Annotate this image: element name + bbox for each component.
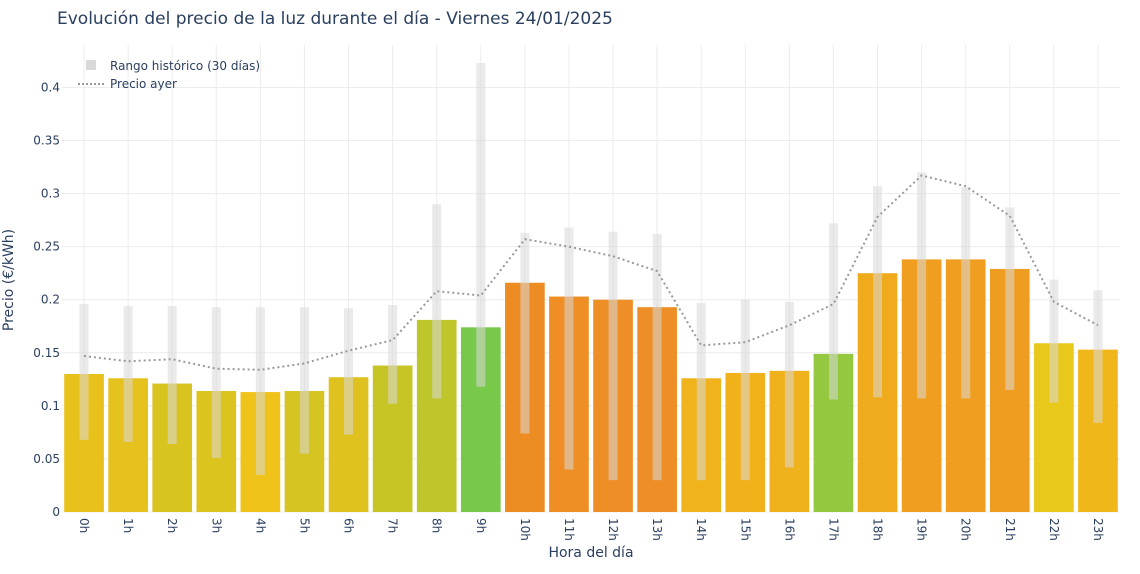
x-axis-ticks: 0h 1h 2h 3h 4h 5h 6h 7h 8h 9h 10h 11h 12h 13h 14h 15h 16… — [77, 518, 1105, 541]
x-tick-label: 8h — [430, 518, 444, 533]
historic-range-bar — [167, 306, 177, 445]
historic-range-bar — [123, 306, 133, 442]
x-tick-label: 14h — [694, 518, 708, 541]
yesterday-price-polyline — [83, 174, 1099, 371]
x-tick-label: 23h — [1091, 518, 1105, 541]
historic-range-bar — [961, 187, 971, 399]
historic-range-bar — [476, 63, 486, 387]
x-tick-label: 19h — [915, 518, 929, 541]
historic-range-bar — [784, 301, 794, 468]
historic-range-bar — [299, 307, 309, 454]
y-tick-label: 0.35 — [33, 134, 60, 148]
historic-range-bar — [696, 302, 706, 481]
y-tick-label: 0.25 — [33, 240, 60, 254]
x-tick-label: 10h — [518, 518, 532, 541]
y-tick-label: 0.05 — [33, 452, 60, 466]
y-tick-label: 0.3 — [41, 187, 60, 201]
bars — [64, 259, 1118, 512]
y-tick-label: 0.4 — [41, 80, 60, 94]
x-tick-label: 15h — [738, 518, 752, 541]
legend-range-swatch — [86, 60, 96, 70]
x-tick-label: 20h — [959, 518, 973, 541]
x-tick-label: 1h — [121, 518, 135, 533]
legend: Rango histórico (30 días) Precio ayer — [78, 59, 260, 91]
legend-line-label: Precio ayer — [110, 77, 177, 91]
x-tick-label: 5h — [297, 518, 311, 533]
x-tick-label: 18h — [871, 518, 885, 541]
chart-title: Evolución del precio de la luz durante e… — [57, 9, 613, 29]
x-tick-label: 4h — [253, 518, 267, 533]
y-tick-label: 0.2 — [41, 293, 60, 307]
y-tick-label: 0 — [52, 505, 60, 519]
historic-range-bar — [344, 308, 354, 435]
historic-range-bar — [652, 233, 662, 481]
x-tick-label: 3h — [209, 518, 223, 533]
x-tick-label: 7h — [386, 518, 400, 533]
x-tick-label: 9h — [474, 518, 488, 533]
historic-range-bar — [608, 231, 618, 481]
historic-range-bar — [1005, 207, 1015, 390]
y-axis-label: Precio (€/kWh) — [1, 229, 17, 331]
historic-range-bar — [520, 232, 530, 434]
x-axis-label: Hora del día — [548, 545, 633, 561]
historic-range-bars — [79, 63, 1103, 481]
historic-range-bar — [79, 303, 89, 440]
x-tick-label: 6h — [342, 518, 356, 533]
x-tick-label: 2h — [165, 518, 179, 533]
x-tick-label: 22h — [1047, 518, 1061, 541]
yesterday-price-line — [83, 174, 1099, 371]
x-tick-label: 12h — [606, 518, 620, 541]
legend-range-label: Rango histórico (30 días) — [110, 59, 260, 73]
y-axis-ticks: 0 0.05 0.1 0.15 0.2 0.25 0.3 0.35 0.4 — [33, 80, 60, 519]
historic-range-bar — [564, 227, 574, 470]
historic-range-bar — [828, 223, 838, 400]
x-tick-label: 16h — [782, 518, 796, 541]
x-tick-label: 0h — [77, 518, 91, 533]
historic-range-bar — [211, 307, 221, 458]
y-tick-label: 0.1 — [41, 399, 60, 413]
x-tick-label: 11h — [562, 518, 576, 541]
historic-range-bar — [740, 299, 750, 481]
x-tick-label: 21h — [1003, 518, 1017, 541]
historic-range-bar — [917, 172, 927, 399]
historic-range-bar — [255, 307, 265, 475]
x-tick-label: 17h — [826, 518, 840, 541]
historic-range-bar — [873, 186, 883, 398]
x-tick-label: 13h — [650, 518, 664, 541]
historic-range-bar — [1049, 279, 1059, 403]
y-tick-label: 0.15 — [33, 346, 60, 360]
historic-range-bar — [1093, 290, 1103, 423]
historic-range-bar — [432, 204, 442, 399]
historic-range-bar — [388, 305, 398, 404]
